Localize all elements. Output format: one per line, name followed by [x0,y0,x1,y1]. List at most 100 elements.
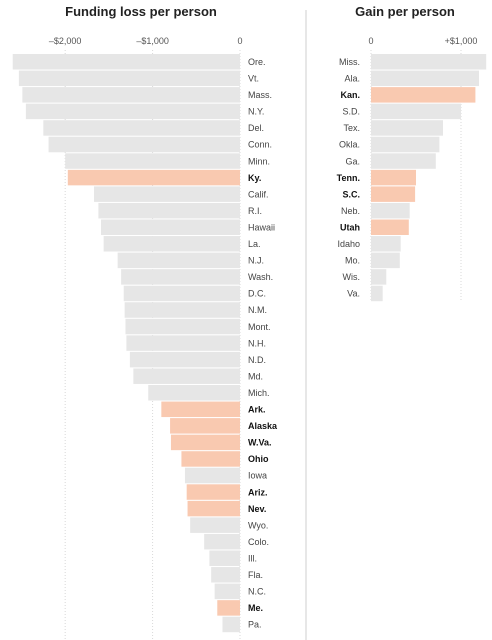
loss-bar-calif [94,186,240,202]
loss-bar-hawaii [101,219,241,235]
gain-bar-va [371,285,383,302]
loss-label-fla: Fla. [248,570,263,580]
loss-bar-pa [222,616,240,633]
loss-bar-r-i [98,202,241,219]
gain-bar-ga [371,153,436,169]
gain-bar-tenn [371,169,416,186]
loss-bar-d-c [123,285,240,302]
gain-tick-label: 0 [368,36,373,46]
gain-label-wis: Wis. [343,272,361,282]
gain-bar-miss [371,54,487,70]
loss-label-calif: Calif. [248,189,269,199]
loss-bar-ariz [186,484,240,500]
loss-label-ky: Ky. [248,173,261,183]
gain-label-s-d: S.D. [342,107,360,117]
loss-label-r-i: R.I. [248,206,262,216]
gain-label-utah: Utah [340,222,360,232]
loss-bar-mich [148,385,240,401]
loss-label-w-va: W.Va. [248,438,272,448]
gain-label-kan: Kan. [340,90,360,100]
loss-label-me: Me. [248,603,263,613]
loss-bar-ky [67,169,241,186]
gain-bar-mo [371,252,400,269]
loss-label-hawaii: Hawaii [248,222,275,232]
loss-bar-iowa [184,467,240,484]
gain-label-neb: Neb. [341,206,360,216]
loss-bar-ohio [181,451,240,467]
loss-label-md: Md. [248,371,263,381]
gain-chart-title: Gain per person [355,4,455,19]
loss-label-n-m: N.M. [248,305,267,315]
loss-label-n-h: N.H. [248,338,266,348]
loss-label-n-y: N.Y. [248,107,264,117]
loss-bar-me [217,600,240,616]
loss-bar-conn [48,136,241,153]
loss-bar-n-y [25,103,240,120]
gain-label-mo: Mo. [345,256,360,266]
loss-label-n-d: N.D. [248,355,266,365]
loss-bar-colo [204,533,240,550]
loss-label-minn: Minn. [248,156,270,166]
loss-label-nev: Nev. [248,504,266,514]
gain-label-va: Va. [347,289,360,299]
loss-label-ohio: Ohio [248,454,269,464]
loss-bar-ark [161,401,240,418]
gain-bar-s-d [371,103,461,120]
loss-label-vt: Vt. [248,74,259,84]
loss-label-wyo: Wyo. [248,520,268,530]
loss-bar-minn [65,153,241,169]
loss-label-wash: Wash. [248,272,273,282]
loss-label-mass: Mass. [248,90,272,100]
gain-label-s-c: S.C. [342,189,360,199]
loss-bar-del [43,120,241,136]
gain-bar-idaho [371,236,401,252]
loss-label-ill: Ill. [248,553,257,563]
loss-label-ark: Ark. [248,405,266,415]
gain-bar-kan [371,87,476,103]
loss-label-la: La. [248,239,261,249]
loss-tick-label: –$2,000 [49,36,82,46]
loss-bar-wyo [190,517,240,533]
gain-bar-okla [371,136,440,153]
loss-chart-title: Funding loss per person [65,4,217,19]
loss-label-d-c: D.C. [248,289,266,299]
gain-bar-neb [371,202,410,219]
loss-bar-ore [12,54,241,70]
gain-label-okla: Okla. [339,140,360,150]
gain-label-tex: Tex. [343,123,360,133]
loss-bar-mont [125,318,240,335]
loss-label-mont: Mont. [248,322,271,332]
gain-tick-label: +$1,000 [445,36,478,46]
loss-bar-fla [211,567,240,583]
loss-bar-vt [18,70,241,87]
loss-bar-w-va [170,434,240,451]
loss-bar-wash [121,269,240,285]
loss-label-conn: Conn. [248,140,272,150]
loss-bar-n-j [117,252,240,269]
loss-bar-ill [209,550,240,566]
loss-bar-n-d [129,351,240,368]
gain-bar-ala [371,70,479,87]
loss-bar-alaska [170,418,240,434]
gain-label-tenn: Tenn. [337,173,360,183]
gain-label-miss: Miss. [339,57,360,67]
gain-bar-s-c [371,186,416,202]
loss-label-ariz: Ariz. [248,487,268,497]
gain-label-ala: Ala. [344,74,360,84]
loss-tick-label: –$1,000 [136,36,169,46]
gain-bar-utah [371,219,409,235]
loss-bar-n-m [124,302,240,318]
gain-label-ga: Ga. [345,156,360,166]
loss-label-ore: Ore. [248,57,266,67]
loss-label-pa: Pa. [248,620,262,630]
gain-bar-wis [371,269,387,285]
loss-bar-nev [187,500,240,517]
loss-bar-la [103,236,241,252]
loss-label-mich: Mich. [248,388,270,398]
loss-bar-n-h [126,335,240,351]
loss-label-del: Del. [248,123,264,133]
gain-bar-tex [371,120,443,136]
loss-tick-label: 0 [237,36,242,46]
loss-label-n-j: N.J. [248,256,264,266]
